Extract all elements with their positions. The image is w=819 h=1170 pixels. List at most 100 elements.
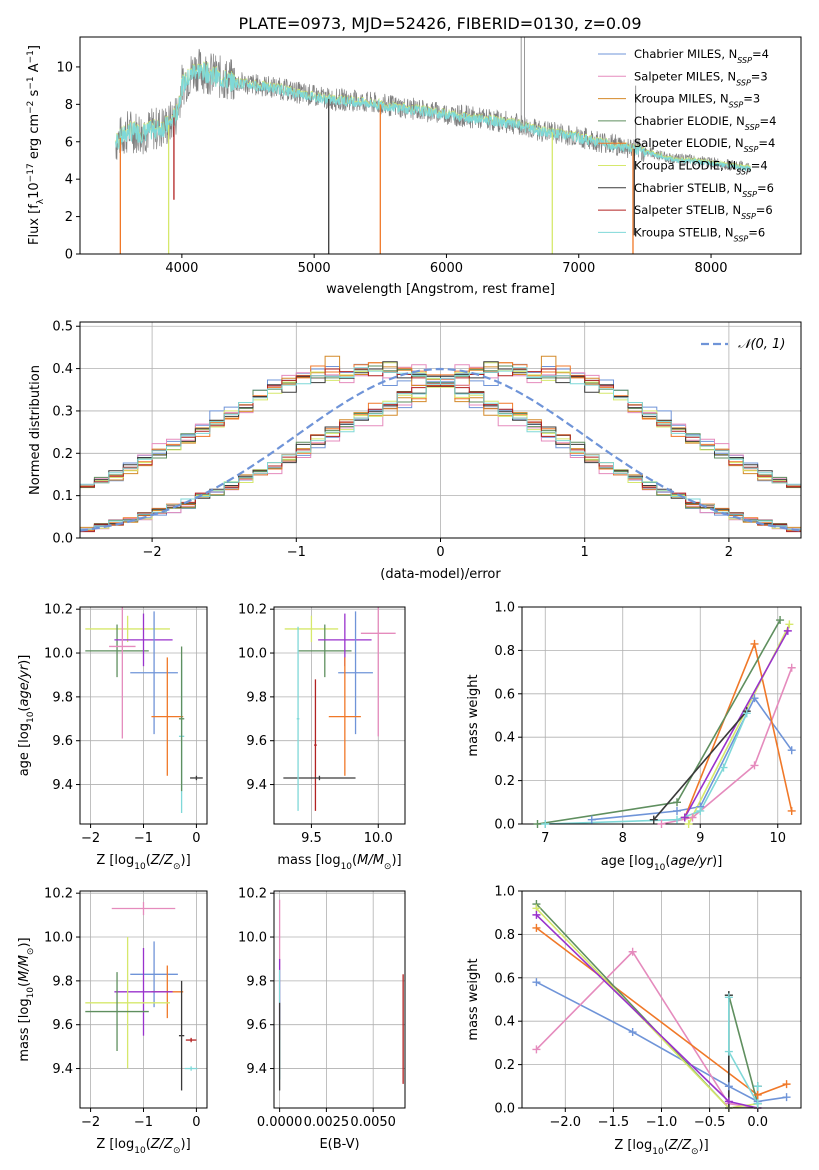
spectrum-ylabel-part: −1 (26, 50, 36, 63)
mass_weight_vs_Z-marker (724, 1082, 733, 1091)
mass_weight_vs_Z-marker (628, 947, 637, 956)
age_vs_Z-ylabel-group: age [log10(age/yr)] (17, 655, 36, 777)
mass_weight_vs_Z-xlabel-part: Z/Z (668, 1138, 692, 1153)
residuals-xtick-label: −1 (287, 545, 306, 560)
histogram-series-mirror (80, 361, 801, 530)
mass_weight_vs_age-marker (719, 763, 728, 772)
spectrum-legend-label: Kroupa ELODIE, NSSP=4 (634, 159, 768, 177)
age_vs_Z-ylabel-part: )] (17, 655, 32, 665)
age_vs_mass-plot-area (283, 607, 396, 811)
mass_weight_vs_age-series-line (661, 667, 793, 824)
mass_vs_Z-ylabel-part: )] (17, 937, 32, 947)
mass_vs_Z-xtick-label: 0 (192, 1115, 200, 1130)
age_vs_mass-xlabel-part: ⊙ (384, 862, 392, 872)
mass_weight_vs_Z-ytick-label: 0.0 (494, 1102, 515, 1117)
spectrum-legend-label: Kroupa STELIB, NSSP=6 (634, 225, 765, 243)
mass_weight_vs_age-xtick-label: 10 (769, 831, 786, 846)
age_vs_mass-xlabel-part: ( (352, 853, 357, 868)
residuals-xtick-label: 1 (581, 545, 589, 560)
age_vs_mass-xlabel-part: )] (391, 853, 401, 868)
residuals-ytick-label: 0.5 (52, 320, 73, 335)
age_vs_Z-xlabel-part: 10 (134, 862, 146, 872)
spectrum-ylabel-part: −1 (26, 76, 36, 89)
residuals-panel: −2 −1 0 1 2 0.0 0.1 0.2 0.3 0.4 0.5 𝒩(0, 1) (data-mo… (28, 320, 802, 582)
mass_weight_vs_Z-marker (532, 910, 541, 919)
normal-curve (80, 367, 801, 532)
residuals-ytick-label: 0.0 (52, 532, 73, 547)
mass_vs_ebv-panel: 0.0000 0.0025 0.0050 9.4 9.6 9.8 10.0 10.2 E(B-V… (238, 887, 406, 1152)
mass_weight_vs_age-marker (750, 694, 759, 703)
mass_weight_vs_Z-marker (724, 993, 733, 1002)
mass_vs_ebv-frame (273, 890, 406, 1109)
spectrum-ylabel-part: A (27, 63, 42, 76)
spectrum-xtick-label: 4000 (165, 261, 198, 276)
residuals-plot-area (80, 355, 801, 533)
mass_vs_Z-ylabel-part: 10 (26, 987, 36, 999)
age_vs_mass-frame (273, 606, 406, 825)
age_vs_mass-ytick-label: 10.2 (238, 603, 267, 618)
spectrum-ytick-label: 0 (65, 248, 73, 263)
residuals-ytick-label: 0.1 (52, 489, 73, 504)
mass_weight_vs_Z-xtick-label: −1.0 (646, 1115, 678, 1130)
mass_vs_Z-ytick-label: 10.2 (44, 887, 73, 902)
spectrum-legend-label: Salpeter STELIB, NSSP=6 (634, 203, 773, 221)
mass_vs_Z-ytick-label: 10.0 (44, 931, 73, 946)
spectrum-ylabel-part: −2 (26, 101, 36, 114)
spectrum-ylabel-part: 10 (27, 182, 42, 199)
mass_weight_vs_Z-xlabel-part: )] (699, 1138, 709, 1153)
age_vs_Z-ylabel-part: age [log (17, 723, 32, 776)
mass_vs_Z-xtick-label: −2 (81, 1115, 100, 1130)
mass_weight_vs_Z-marker (782, 1080, 791, 1089)
figure-title: PLATE=0973, MJD=52426, FIBERID=0130, z=0… (238, 14, 641, 33)
normal-legend-label: 𝒩(0, 1) (738, 337, 785, 352)
spectrum-legend-label: Chabrier ELODIE, NSSP=4 (634, 114, 776, 131)
age_vs_Z-xlabel: Z [log10(Z/Z⊙)] (96, 853, 190, 872)
mass_weight_vs_Z-xlabel: Z [log10(Z/Z⊙)] (614, 1138, 708, 1157)
mass_weight_vs_age-xlabel-part: age [log (601, 854, 654, 869)
mass_weight_vs_age-marker (533, 820, 542, 828)
residuals-xlabel: (data-model)/error (380, 567, 501, 582)
mass_weight_vs_age-xtick-label: 8 (619, 831, 627, 846)
mass_weight_vs_Z-marker (628, 1028, 637, 1037)
mass_weight_vs_age-xlabel: age [log10(age/yr)] (601, 854, 723, 873)
mass_weight_vs_age-marker (587, 815, 596, 824)
age_vs_Z-xlabel-part: ⊙ (173, 862, 181, 872)
residuals-ytick-label: 0.3 (52, 404, 73, 419)
mass_vs_Z-ylabel-part: ⊙ (26, 948, 36, 956)
spectrum-model-kroupa-stelib (115, 62, 752, 172)
mass_weight_vs_age-marker (750, 761, 759, 770)
residuals-xtick-label: 0 (436, 545, 444, 560)
mass_weight_vs_age-ytick-label: 1.0 (494, 601, 515, 616)
mass_weight_vs_age-marker (673, 815, 681, 824)
spectrum-xlabel: wavelength [Angstrom, rest frame] (326, 282, 555, 297)
age_vs_Z-panel: −2 −1 09.49.69.810.010.2Z [log10(Z/Z⊙)]age… (17, 603, 208, 872)
mass_weight_vs_Z-ytick-label: 1.0 (494, 885, 515, 900)
age_vs_Z-ytick-label: 9.8 (52, 690, 73, 705)
spectrum-ylabel: Flux [fλ10−17 erg cm−2 s−1 A−1] (26, 45, 46, 245)
age_vs_mass-ytick-label: 9.8 (246, 690, 267, 705)
mass_weight_vs_age-marker (787, 806, 796, 815)
mass_weight_vs_age-marker (657, 820, 666, 828)
mass_weight_vs_age-marker (680, 813, 689, 822)
mass_weight_vs_age-marker (673, 798, 681, 807)
spectrum-panel: 4000 5000 6000 7000 8000 0 2 4 6 8 10 wavelength [A… (26, 36, 802, 297)
mass_weight_vs_Z-panel: −2.0 −1.5 −1.0 −0.5 0.0 0.0 0.2 0.4 0.6 0.8 1.0 Z [… (466, 885, 802, 1157)
mass_weight_vs_age-marker (649, 815, 658, 824)
age_vs_Z-xlabel-part: ( (146, 853, 151, 868)
mass_weight_vs_age-ytick-label: 0.0 (494, 818, 515, 833)
histogram-series-mirror (80, 367, 801, 530)
mass_vs_ebv-xtick-label: 0.0025 (304, 1115, 350, 1130)
mass_weight_vs_Z-marker (753, 1099, 762, 1108)
mass_weight_vs_Z-marker (753, 1082, 762, 1091)
mass_weight_vs_Z-marker (782, 1093, 791, 1102)
mass_vs_Z-panel: −2 −1 09.49.69.810.010.2Z [log10(Z/Z⊙)]mas… (17, 887, 208, 1156)
mass_weight_vs_Z-xlabel-part: Z [log (614, 1138, 652, 1153)
spectrum-plot-area (115, 37, 752, 254)
residuals-ytick-label: 0.4 (52, 362, 73, 377)
mass_weight_vs_age-marker (750, 639, 759, 648)
mass_weight_vs_age-marker (776, 616, 785, 625)
mass_vs_Z-ylabel-part: ( (17, 982, 32, 987)
mass_weight_vs_Z-xtick-label: −0.5 (694, 1115, 726, 1130)
